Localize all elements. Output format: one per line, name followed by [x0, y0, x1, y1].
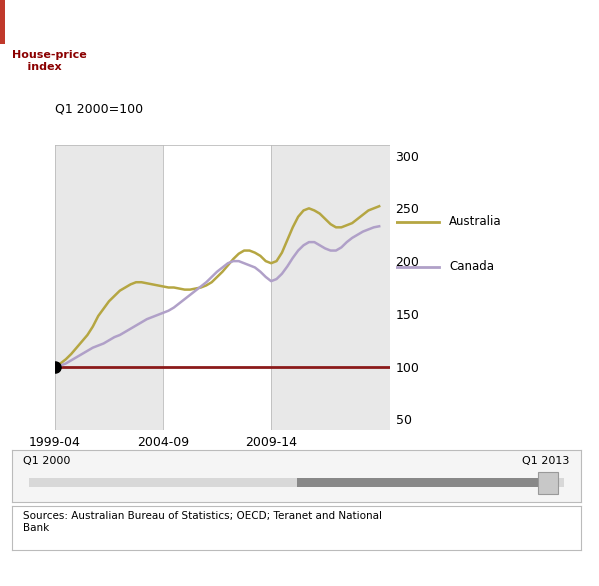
Text: Q1 2000=100: Q1 2000=100 [55, 103, 143, 115]
Text: house-price index: house-price index [120, 13, 286, 31]
Bar [271, 145, 390, 430]
Text: The Economist: The Economist [9, 13, 159, 31]
Bar [163, 145, 271, 430]
Text: House-price
    index: House-price index [12, 50, 87, 72]
Text: Sources: Australian Bureau of Statistics; OECD; Teranet and National
Bank: Sources: Australian Bureau of Statistics… [23, 511, 382, 533]
Text: Canada: Canada [449, 260, 494, 273]
Bar [29, 478, 564, 488]
Text: Q1 2000: Q1 2000 [23, 456, 71, 466]
Bar [539, 472, 558, 493]
Bar [55, 145, 163, 430]
Text: Q1 2013: Q1 2013 [522, 456, 570, 466]
Text: Australia: Australia [449, 216, 502, 229]
Bar [297, 478, 539, 488]
Bar [0, 0, 5, 44]
